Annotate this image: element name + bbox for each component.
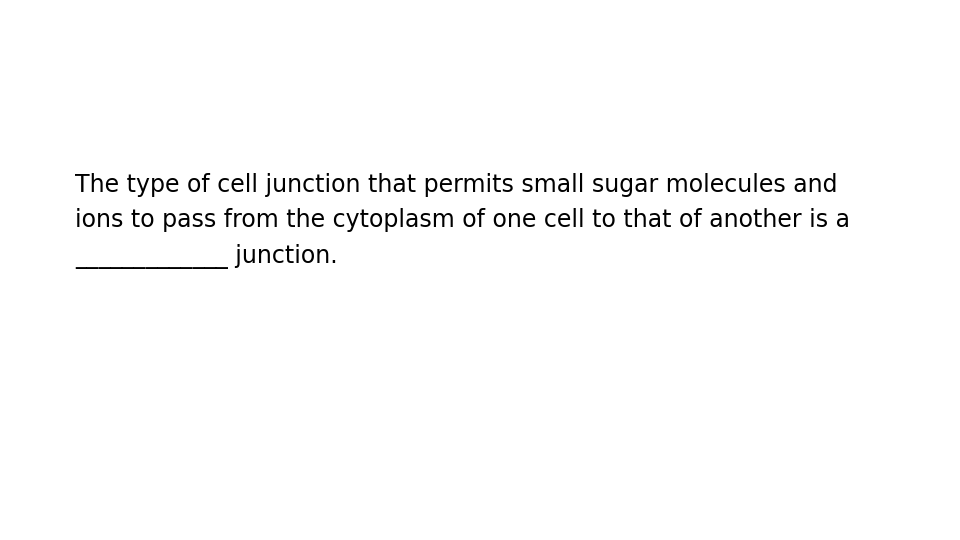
Text: The type of cell junction that permits small sugar molecules and
ions to pass fr: The type of cell junction that permits s… — [75, 173, 850, 268]
